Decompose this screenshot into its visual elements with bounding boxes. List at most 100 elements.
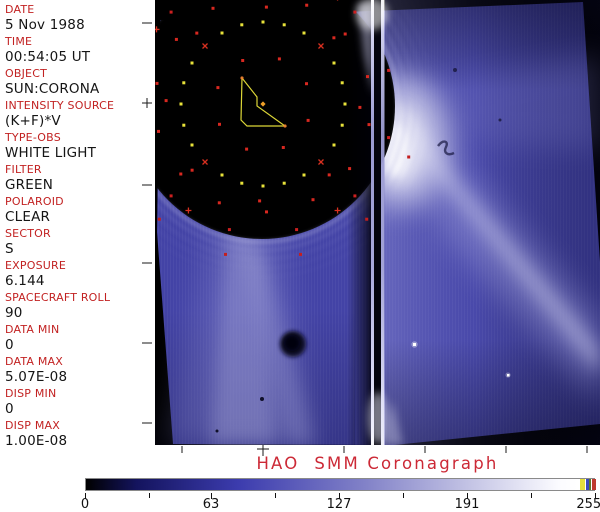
fiducial-dot <box>240 23 244 27</box>
colorbar-tick <box>595 493 596 499</box>
fiducial-dot <box>195 31 199 35</box>
colorbar-tick-label: 0 <box>80 497 90 512</box>
fiducial-dot <box>353 10 357 14</box>
fiducial-dot <box>190 61 194 65</box>
fiducial-dot <box>179 172 183 176</box>
metadata-label: TYPE-OBS <box>5 131 61 144</box>
colorbar-tick-label: 63 <box>202 497 220 512</box>
fiducial-dot <box>169 10 173 14</box>
fiducial-dot <box>340 123 344 127</box>
metadata-label: DISP MIN <box>5 387 57 400</box>
fiducial-dot <box>302 31 306 35</box>
metadata-entry-intensity-source: INTENSITY SOURCE (K+F)*V <box>5 99 150 131</box>
fiducial-dot <box>332 143 336 147</box>
fiducial-dot <box>190 143 194 147</box>
fiducial-dot <box>302 173 306 177</box>
colorbar-tick <box>339 493 340 499</box>
fiducial-dot <box>264 5 268 9</box>
fiducial-dot <box>155 81 159 85</box>
metadata-entry-spacecraft-roll: SPACECRAFT ROLL 90 <box>5 291 150 323</box>
fiducial-dot <box>282 23 286 27</box>
metadata-value: WHITE LIGHT <box>5 145 97 161</box>
metadata-entry-data-min: DATA MIN 0 <box>5 323 150 355</box>
fiducial-dot <box>366 75 369 79</box>
fiducial-dot <box>227 228 231 232</box>
coronagraph-image-canvas[interactable] <box>140 0 600 456</box>
metadata-entry-sector: SECTOR S <box>5 227 150 259</box>
fiducial-dot <box>282 181 286 185</box>
colorbar-saturation-stripe <box>586 479 589 490</box>
fiducial-plus-mark <box>185 207 192 214</box>
fiducial-dot <box>261 184 265 188</box>
fiducial-dot <box>211 6 215 10</box>
occulter-rim-glow <box>157 2 400 244</box>
fiducial-dot <box>157 217 161 221</box>
aperture-vertex-dot <box>240 76 244 80</box>
colorbar-tick <box>403 493 404 498</box>
fiducial-dot <box>218 122 221 126</box>
colorbar-tick <box>467 493 468 499</box>
metadata-label: DATA MIN <box>5 323 60 336</box>
metadata-entry-polaroid: POLAROID CLEAR <box>5 195 150 227</box>
metadata-value: CLEAR <box>5 209 51 225</box>
metadata-entry-disp-max: DISP MAX 1.00E-08 <box>5 419 150 451</box>
image-axis-ticks <box>142 22 588 456</box>
metadata-value: 00:54:05 UT <box>5 49 91 65</box>
metadata-entry-exposure: EXPOSURE 6.144 <box>5 259 150 291</box>
metadata-value: 90 <box>5 305 23 321</box>
fiducial-dot <box>305 3 309 7</box>
sun-center-marker <box>260 101 266 107</box>
left-axis-suncenter-cross <box>142 98 152 108</box>
fiducial-dot <box>157 129 160 133</box>
metadata-entry-time: TIME 00:54:05 UT <box>5 35 150 67</box>
colorbar-saturation-stripe <box>589 479 591 490</box>
metadata-label: INTENSITY SOURCE <box>5 99 115 112</box>
fiducial-dot <box>224 252 227 256</box>
fiducial-dot <box>240 181 244 185</box>
fiducial-dot <box>245 147 249 151</box>
metadata-value: 1.00E-08 <box>5 433 68 449</box>
colorbar-tick <box>275 493 276 498</box>
colorbar-tick <box>211 493 212 499</box>
image-blemishes <box>215 68 502 433</box>
metadata-label: SPACECRAFT ROLL <box>5 291 111 304</box>
star-points <box>411 341 511 378</box>
fiducial-dot <box>387 68 391 72</box>
fiducial-dot <box>306 118 310 122</box>
fiducial-dot <box>407 155 411 159</box>
pylon <box>347 0 403 445</box>
metadata-label: DATE <box>5 3 35 16</box>
colorbar-tick-label: 127 <box>326 497 352 512</box>
colorbar-tick <box>531 493 532 498</box>
fiducial-dot <box>332 36 336 40</box>
metadata-entry-filter: FILTER GREEN <box>5 163 150 195</box>
fiducial-x-mark <box>318 43 324 49</box>
image-title: HAO SMM Coronagraph <box>256 454 499 473</box>
fiducial-dot <box>265 210 268 214</box>
fiducial-dot <box>358 105 362 109</box>
coronal-streamer-left <box>170 225 315 445</box>
diffraction-arcs <box>157 2 434 278</box>
fiducial-dot <box>217 201 221 205</box>
fiducial-plus-mark <box>334 207 341 214</box>
fiducial-dot <box>220 173 224 177</box>
fiducial-dot <box>311 198 315 202</box>
fiducial-dot <box>295 228 299 232</box>
fiducial-dot <box>261 20 265 24</box>
metadata-label: EXPOSURE <box>5 259 67 272</box>
fiducial-dot <box>340 81 344 85</box>
metadata-value: 0 <box>5 337 14 353</box>
fiducial-dot <box>343 102 347 106</box>
metadata-entry-object: OBJECT SUN:CORONA <box>5 67 150 99</box>
fiducial-dot <box>179 102 183 106</box>
fiducial-dot <box>299 252 302 256</box>
metadata-entry-data-max: DATA MAX 5.07E-08 <box>5 355 150 387</box>
metadata-label: TIME <box>5 35 33 48</box>
fiducial-dot <box>241 59 245 62</box>
metadata-entry-type-obs: TYPE-OBS WHITE LIGHT <box>5 131 150 163</box>
metadata-value: 6.144 <box>5 273 45 289</box>
fiducial-dot <box>332 61 336 65</box>
fiducial-dot <box>305 82 308 86</box>
metadata-value: S <box>5 241 14 257</box>
colorbar-saturation-stripe <box>591 479 596 490</box>
